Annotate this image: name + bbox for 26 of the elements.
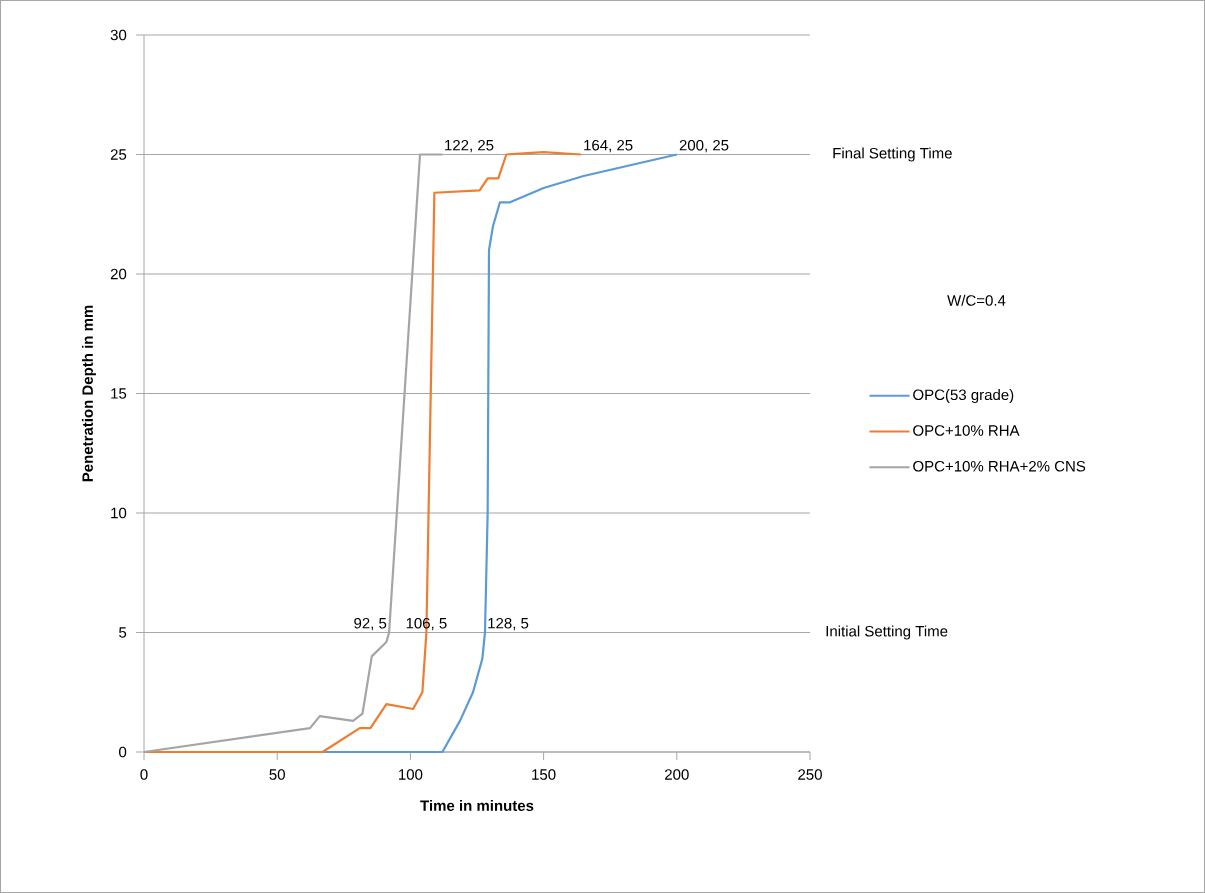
y-tick-label: 20: [110, 268, 127, 280]
x-tick-label: 200: [665, 769, 689, 780]
x-tick-label: 50: [269, 769, 285, 780]
x-tick-label: 150: [532, 769, 556, 780]
annotation: 92, 5: [354, 617, 387, 631]
annotation: 128, 5: [488, 617, 529, 631]
x-axis-title: Time in minutes: [420, 800, 534, 812]
x-tick-label: 0: [140, 769, 148, 780]
y-tick-label: 15: [111, 388, 127, 399]
legend-label: OPC(53 grade): [913, 389, 1014, 404]
x-tick-label: 100: [399, 769, 423, 780]
text: Final Setting Time: [833, 147, 952, 162]
annotation: 122, 25: [445, 139, 494, 153]
y-tick-label: 30: [110, 29, 127, 41]
text: Initial Setting Time: [826, 625, 948, 640]
annotation: 164, 25: [584, 139, 633, 153]
x-tick-label: 250: [798, 769, 822, 780]
legend-label: OPC+10% RHA+2% CNS: [913, 460, 1086, 472]
text: W/C=0.4: [947, 294, 1006, 306]
y-tick-label: 25: [110, 149, 127, 160]
y-tick-label: 0: [119, 746, 127, 758]
legend-label: OPC+10% RHA: [913, 425, 1020, 436]
annotation: 200, 25: [679, 139, 729, 153]
y-tick-label: 10: [111, 507, 127, 519]
y-tick-label: 5: [119, 627, 127, 638]
y-axis-title: Penetration Depth in mm: [81, 305, 96, 482]
